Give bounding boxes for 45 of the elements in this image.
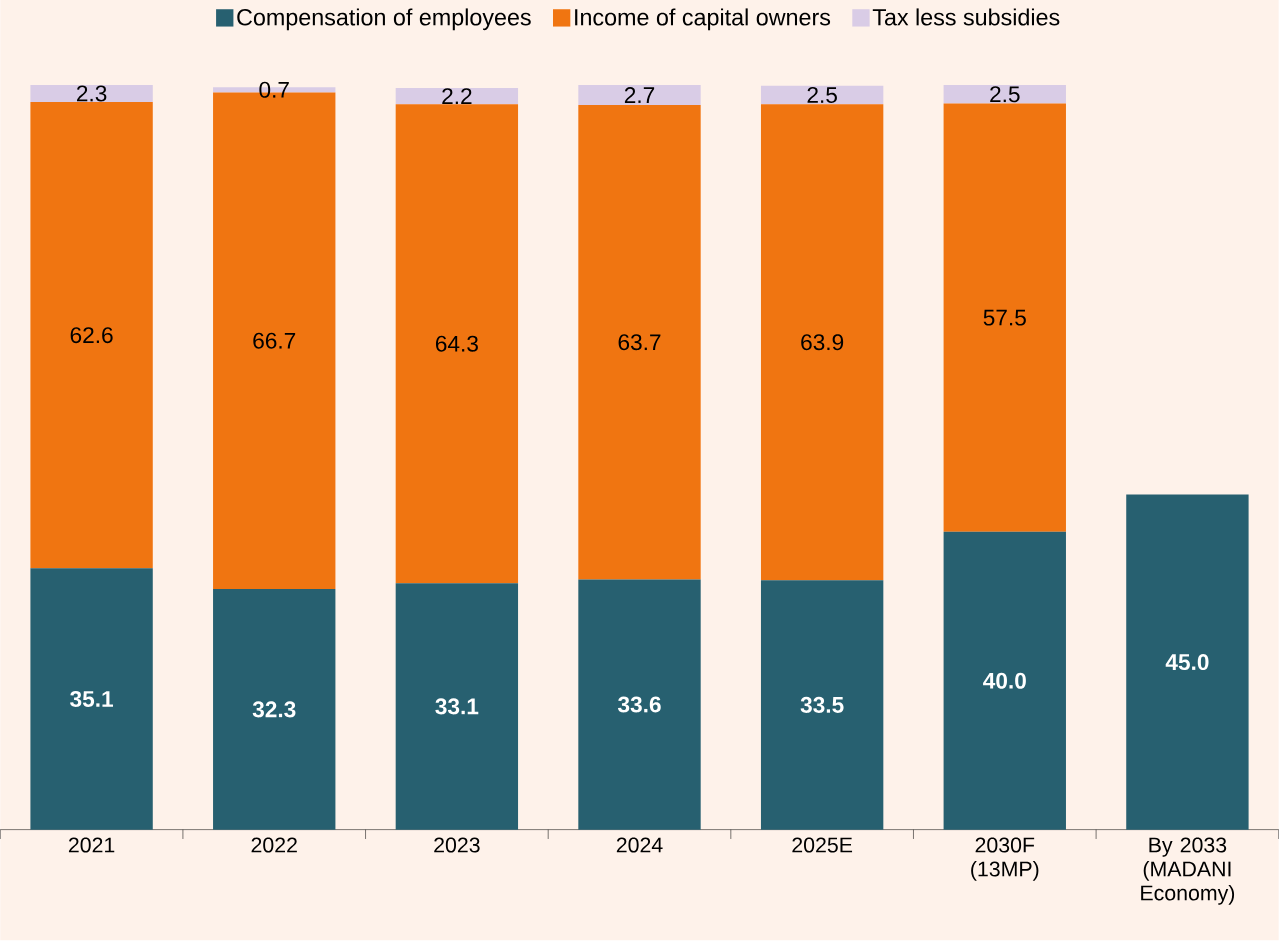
- data-label: 33.1: [435, 698, 479, 715]
- x-tick-label: By 2033 (MADANI Economy): [1141, 837, 1235, 905]
- legend-label: Compensation of employees: [237, 8, 531, 31]
- bar: [30, 85, 153, 103]
- data-label: 66.7: [253, 332, 296, 349]
- legend-label: Income of capital owners: [575, 8, 831, 31]
- data-label: 2.5: [990, 86, 1020, 103]
- data-label: 2.5: [807, 87, 837, 104]
- bar: [30, 568, 153, 830]
- bar: [943, 85, 1066, 104]
- data-label: 63.7: [618, 334, 661, 351]
- data-label: 57.5: [983, 309, 1026, 326]
- data-label: 32.3: [252, 701, 296, 718]
- data-label: 45.0: [1165, 654, 1209, 671]
- data-label: 2.3: [77, 85, 107, 102]
- x-tick-label: 2025E: [792, 837, 853, 853]
- data-label: 63.9: [801, 334, 844, 351]
- bar: [760, 580, 884, 830]
- data-label: 33.5: [800, 697, 844, 714]
- bar: [943, 531, 1066, 830]
- bar: [578, 85, 701, 106]
- bar: [760, 104, 884, 581]
- bar: [395, 88, 519, 105]
- bar: [1126, 494, 1249, 830]
- legend-label: Tax less subsidies: [872, 8, 1060, 26]
- x-tick-label: 2030F (13MP): [971, 837, 1039, 881]
- x-tick-label: 2022: [251, 837, 297, 853]
- bar: [943, 103, 1066, 532]
- data-label: 40.0: [983, 672, 1026, 689]
- data-label: 62.6: [70, 327, 113, 344]
- data-label: 64.3: [435, 335, 478, 352]
- bar: [395, 104, 519, 584]
- data-label: 33.6: [617, 696, 661, 713]
- x-tick-label: 2023: [434, 837, 480, 853]
- bar: [760, 85, 884, 105]
- data-label: 2.2: [442, 88, 472, 105]
- x-tick-label: 2021: [68, 837, 115, 853]
- bar: [578, 105, 701, 580]
- data-label: 35.1: [70, 691, 114, 708]
- bar: [30, 102, 153, 569]
- bar: [578, 579, 701, 830]
- x-tick-label: 2024: [616, 837, 663, 853]
- data-label: 2.7: [624, 87, 655, 104]
- bar: [213, 589, 336, 830]
- bar: [395, 583, 519, 830]
